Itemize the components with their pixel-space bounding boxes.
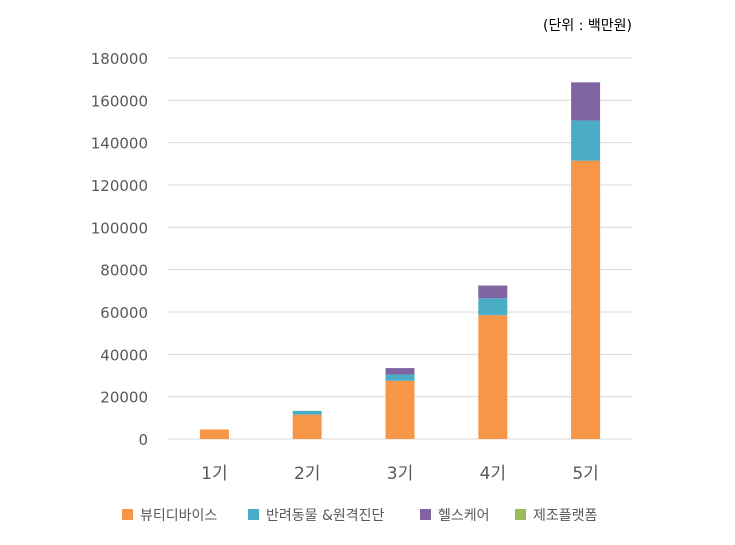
bar-3-series-2: [385, 374, 415, 381]
legend: 뷰티디바이스 반려동물 &원격진단 헬스케어 제조플랫폼: [122, 508, 598, 524]
y-tick-label: 80000: [100, 262, 148, 280]
y-tick-label: 20000: [100, 389, 148, 407]
bar-2-series-1: [292, 414, 322, 439]
y-tick-label: 100000: [91, 219, 148, 237]
bars: [199, 82, 601, 440]
legend-swatch-4: [515, 509, 526, 520]
legend-label-3: 헬스케어: [438, 508, 490, 524]
bar-5-series-2: [571, 120, 601, 161]
x-tick-label: 1기: [201, 464, 227, 484]
bar-5-series-1: [571, 160, 601, 440]
legend-swatch-2: [248, 509, 259, 520]
bar-2-series-2: [292, 410, 322, 415]
bar-1-series-1: [199, 429, 229, 439]
y-axis: 0 20000 40000 60000 80000 100000 120000 140000 1…: [91, 50, 148, 449]
legend-label-1: 뷰티디바이스: [140, 508, 217, 524]
x-tick-label: 3기: [387, 464, 413, 484]
gridlines: [168, 57, 632, 440]
bar-4-series-3: [478, 285, 508, 299]
x-tick-label: 5기: [572, 464, 598, 484]
y-tick-label: 180000: [91, 50, 148, 68]
legend-label-2: 반려동물 &원격진단: [266, 508, 385, 524]
legend-swatch-1: [122, 509, 133, 520]
bar-5-series-3: [571, 82, 601, 121]
y-tick-label: 120000: [91, 177, 148, 195]
legend-swatch-3: [420, 509, 431, 520]
bar-4-series-2: [478, 298, 508, 316]
bar-3-series-3: [385, 368, 415, 375]
x-tick-label: 4기: [480, 464, 506, 484]
legend-label-4: 제조플랫폼: [533, 508, 598, 524]
y-tick-label: 0: [138, 431, 148, 449]
x-tick-label: 2기: [294, 464, 320, 484]
y-tick-label: 160000: [91, 92, 148, 110]
bar-3-series-1: [385, 380, 415, 439]
bar-4-series-1: [478, 315, 508, 439]
unit-note: (단위 : 백만원): [543, 18, 632, 34]
y-tick-label: 60000: [100, 304, 148, 322]
y-tick-label: 140000: [91, 135, 148, 153]
x-axis: 1기 2기 3기 4기 5기: [201, 464, 599, 484]
y-tick-label: 40000: [100, 346, 148, 364]
